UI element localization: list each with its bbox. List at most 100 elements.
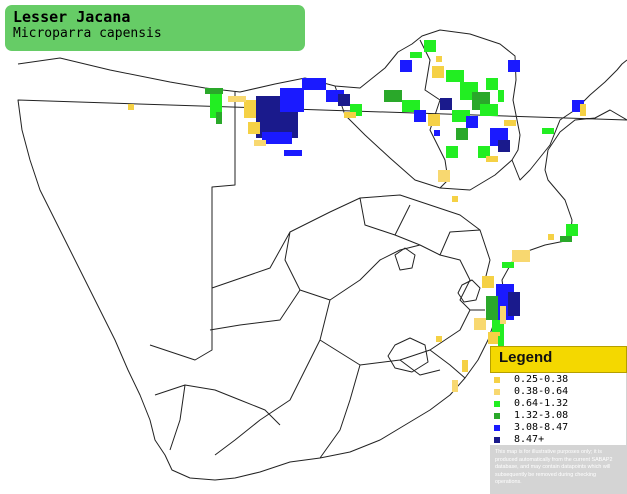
record-cell <box>504 120 510 126</box>
record-cell <box>466 122 472 128</box>
record-cell <box>462 128 468 134</box>
record-cell <box>432 66 438 72</box>
record-cell <box>498 336 504 342</box>
record-cell <box>572 230 578 236</box>
record-cell <box>286 120 292 126</box>
record-cell <box>498 140 504 146</box>
record-cell <box>446 152 452 158</box>
western-cape-lines <box>154 384 281 451</box>
title-panel: Lesser Jacana Microparra capensis <box>5 5 305 51</box>
record-cell <box>496 314 502 320</box>
record-cell <box>254 122 260 128</box>
record-cell <box>274 138 280 144</box>
record-cell <box>268 132 274 138</box>
record-cell <box>414 100 420 106</box>
record-cell <box>344 112 350 118</box>
record-cell <box>498 342 504 348</box>
record-cell <box>452 152 458 158</box>
record-cell <box>268 108 274 114</box>
legend-header: Legend <box>490 346 627 373</box>
record-cell <box>256 96 262 102</box>
record-cell <box>452 76 458 82</box>
record-cell <box>298 94 304 100</box>
record-cell <box>432 72 438 78</box>
record-cell <box>332 96 338 102</box>
legend-heading: Legend <box>499 349 553 366</box>
record-cell <box>406 66 412 72</box>
record-cell <box>292 100 298 106</box>
record-cell <box>486 84 492 90</box>
record-cell <box>308 84 314 90</box>
record-cell <box>466 94 472 100</box>
record-cell <box>478 146 484 152</box>
record-cell <box>486 302 492 308</box>
record-cell <box>484 152 490 158</box>
record-cell <box>438 66 444 72</box>
record-cell <box>452 116 458 122</box>
record-cell <box>440 98 446 104</box>
record-cell <box>524 256 530 262</box>
swaziland-outline <box>457 279 481 303</box>
record-cell <box>492 104 498 110</box>
record-cell <box>486 78 492 84</box>
record-cell <box>486 296 492 302</box>
record-cell <box>210 94 216 100</box>
record-cell <box>286 100 292 106</box>
species-scientific-name: Microparra capensis <box>13 26 162 41</box>
record-cell <box>302 84 308 90</box>
record-cell <box>560 236 566 242</box>
record-cell <box>492 302 498 308</box>
record-cell <box>280 126 286 132</box>
record-cell <box>254 128 260 134</box>
record-cell <box>428 114 434 120</box>
record-cell <box>484 92 490 98</box>
record-cell <box>414 110 420 116</box>
record-cell <box>268 126 274 132</box>
record-cell <box>292 94 298 100</box>
record-cell <box>240 96 246 102</box>
record-cell <box>452 380 458 386</box>
record-cell <box>500 306 506 312</box>
record-cell <box>492 314 498 320</box>
record-cell <box>496 296 502 302</box>
record-cell <box>572 100 578 106</box>
record-cell <box>452 196 458 202</box>
record-cell <box>452 110 458 116</box>
record-cell <box>338 94 344 100</box>
record-cell <box>514 298 520 304</box>
record-cell <box>326 90 332 96</box>
record-cell <box>510 120 516 126</box>
record-cell <box>464 110 470 116</box>
record-cell <box>434 114 440 120</box>
record-cell <box>492 308 498 314</box>
record-cell <box>478 98 484 104</box>
province-lines <box>209 194 491 459</box>
record-cell <box>488 332 494 338</box>
record-cell <box>484 98 490 104</box>
record-cell <box>514 304 520 310</box>
record-cell <box>390 90 396 96</box>
record-cell <box>298 106 304 112</box>
record-cell <box>286 132 292 138</box>
record-cell <box>344 94 350 100</box>
record-cell <box>420 110 426 116</box>
record-cell <box>566 224 572 230</box>
record-cell <box>512 256 518 262</box>
record-cell <box>256 114 262 120</box>
record-cell <box>496 128 502 134</box>
record-cell <box>456 128 462 134</box>
record-cell <box>286 114 292 120</box>
record-cell <box>518 256 524 262</box>
record-cell <box>326 96 332 102</box>
record-cell <box>430 40 436 46</box>
record-cell <box>472 82 478 88</box>
record-cell <box>274 114 280 120</box>
record-cell <box>436 336 442 342</box>
legend-swatch-4 <box>494 425 500 431</box>
zimbabwe-border <box>439 159 513 191</box>
record-cell <box>458 70 464 76</box>
record-cell <box>292 120 298 126</box>
record-cell <box>210 112 216 118</box>
record-cell <box>480 324 486 330</box>
